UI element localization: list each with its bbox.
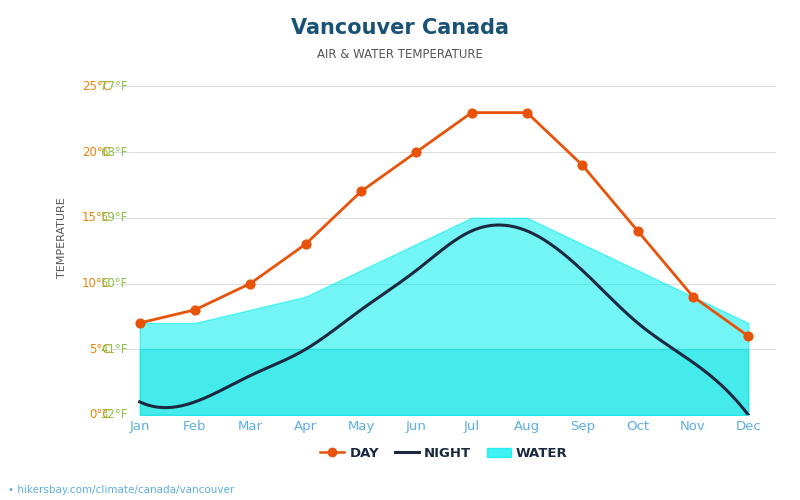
Point xyxy=(354,188,367,196)
Text: 77°F: 77°F xyxy=(100,80,127,93)
Point xyxy=(244,280,257,287)
Point xyxy=(410,148,422,156)
Text: 20°C: 20°C xyxy=(82,146,111,158)
Text: Vancouver Canada: Vancouver Canada xyxy=(291,18,509,38)
Text: • hikersbay.com/climate/canada/vancouver: • hikersbay.com/climate/canada/vancouver xyxy=(8,485,234,495)
Point xyxy=(686,292,699,300)
Text: TEMPERATURE: TEMPERATURE xyxy=(58,197,67,278)
Text: AIR & WATER TEMPERATURE: AIR & WATER TEMPERATURE xyxy=(317,48,483,60)
Text: 59°F: 59°F xyxy=(100,212,127,224)
Text: 15°C: 15°C xyxy=(82,212,111,224)
Text: 41°F: 41°F xyxy=(100,343,127,356)
Point xyxy=(742,332,754,340)
Text: 5°C: 5°C xyxy=(90,343,111,356)
Point xyxy=(521,108,534,116)
Point xyxy=(466,108,478,116)
Point xyxy=(189,306,202,314)
Text: 0°C: 0°C xyxy=(90,408,111,422)
Text: 10°C: 10°C xyxy=(82,277,111,290)
Text: 25°C: 25°C xyxy=(82,80,111,93)
Point xyxy=(299,240,312,248)
Text: 32°F: 32°F xyxy=(100,408,127,422)
Text: 68°F: 68°F xyxy=(100,146,127,158)
Text: 50°F: 50°F xyxy=(100,277,127,290)
Legend: DAY, NIGHT, WATER: DAY, NIGHT, WATER xyxy=(315,442,573,465)
Point xyxy=(576,161,589,169)
Point xyxy=(134,319,146,327)
Point xyxy=(631,227,644,235)
